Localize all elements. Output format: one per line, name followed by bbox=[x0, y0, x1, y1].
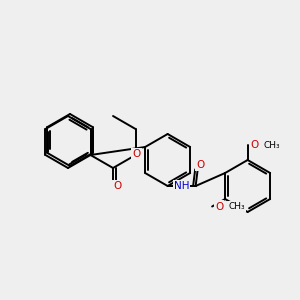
Text: CH₃: CH₃ bbox=[264, 140, 280, 149]
Text: CH₃: CH₃ bbox=[228, 202, 245, 211]
Text: O: O bbox=[132, 149, 141, 159]
Text: O: O bbox=[113, 181, 121, 191]
Text: NH: NH bbox=[174, 181, 189, 191]
Text: O: O bbox=[250, 140, 259, 150]
Text: O: O bbox=[196, 160, 205, 170]
Text: O: O bbox=[215, 202, 223, 212]
